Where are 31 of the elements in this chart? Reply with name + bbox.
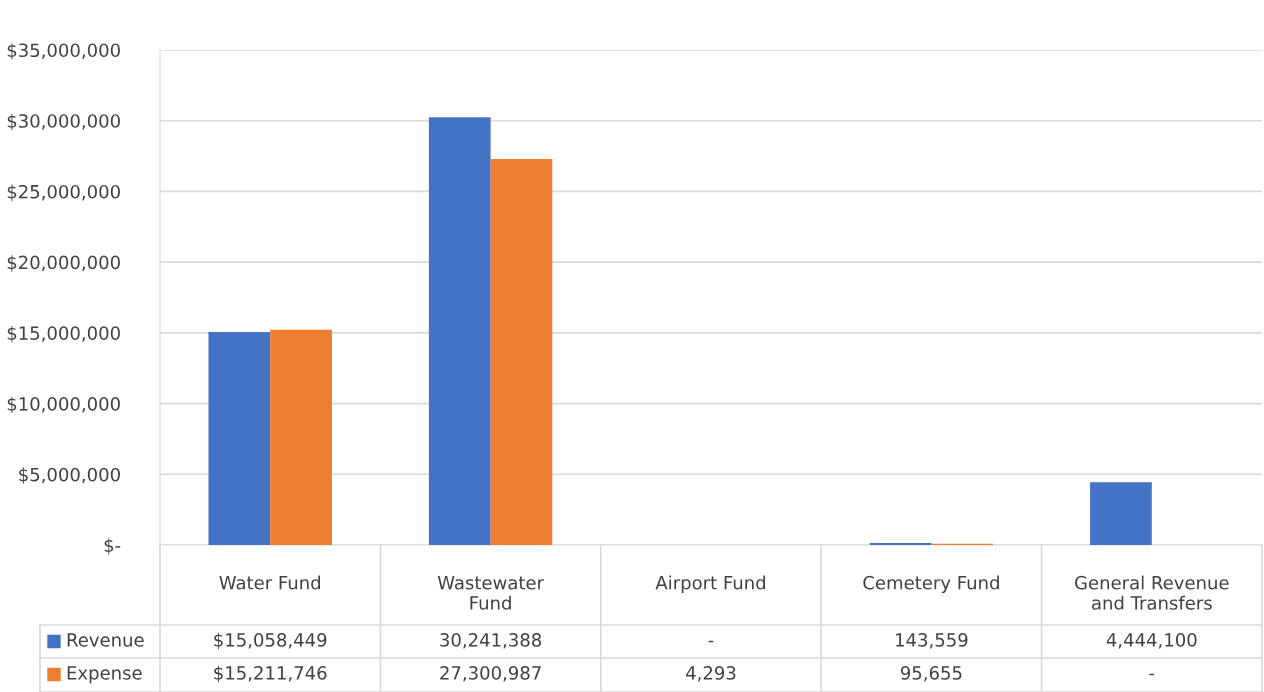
legend-label: Expense bbox=[67, 666, 142, 684]
y-tick-label: $15,000,000 bbox=[7, 326, 120, 343]
data-label: 143,559 bbox=[896, 633, 968, 649]
bar bbox=[208, 332, 271, 545]
x-tick-label: Cemetery Fund bbox=[863, 575, 999, 594]
y-tick-label: $30,000,000 bbox=[7, 113, 120, 131]
x-tick-label: Water Fund bbox=[219, 575, 320, 590]
bar bbox=[1090, 482, 1152, 545]
data-label: - bbox=[708, 640, 714, 643]
bar bbox=[869, 542, 932, 545]
x-tick-label: Wastewater Fund bbox=[437, 576, 544, 610]
y-tick-label: $- bbox=[104, 538, 121, 555]
data-label: 4,444,100 bbox=[1106, 633, 1197, 649]
bar bbox=[490, 158, 553, 545]
y-tick-label: $5,000,000 bbox=[19, 467, 120, 484]
data-label: $15,058,449 bbox=[214, 632, 327, 650]
legend-label: Revenue bbox=[67, 633, 144, 647]
bar bbox=[270, 329, 332, 545]
data-label: 4,293 bbox=[686, 666, 736, 682]
data-label: 30,241,388 bbox=[440, 633, 542, 649]
y-tick-label: $10,000,000 bbox=[7, 396, 120, 414]
y-tick-label: $20,000,000 bbox=[7, 255, 120, 272]
data-label: 95,655 bbox=[900, 666, 962, 682]
x-tick-label: General Revenue and Transfers bbox=[1075, 575, 1229, 610]
data-label: - bbox=[1149, 673, 1155, 676]
data-label: 27,300,987 bbox=[440, 666, 541, 682]
data-label: $15,211,746 bbox=[214, 665, 327, 683]
x-tick-label: Airport Fund bbox=[655, 575, 765, 594]
bar bbox=[428, 117, 491, 545]
y-tick-label: $25,000,000 bbox=[7, 184, 120, 201]
y-tick-label: $35,000,000 bbox=[7, 43, 120, 60]
